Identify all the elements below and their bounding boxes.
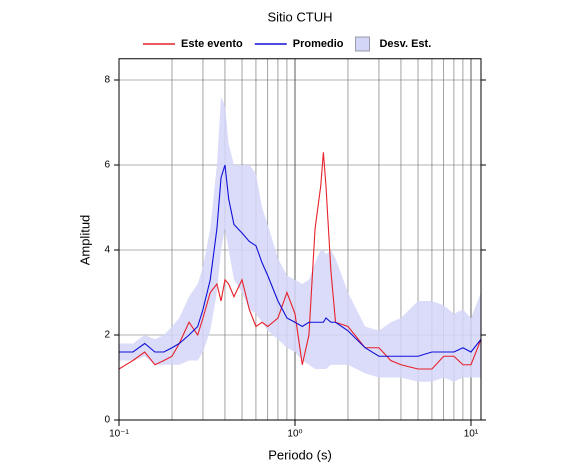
x-tick-label: 10⁻¹	[109, 429, 129, 440]
legend-swatch	[354, 36, 370, 52]
x-tick-label: 10¹	[464, 429, 479, 440]
series-line	[119, 164, 482, 357]
x-axis-label: Periodo (s)	[268, 447, 332, 462]
std-band	[119, 97, 481, 382]
y-axis-label: Amplitud	[77, 215, 92, 266]
y-tick-label: 4	[104, 245, 110, 256]
series-line	[118, 152, 482, 370]
chart-title: Sitio CTUH	[267, 9, 332, 24]
y-tick-label: 2	[104, 330, 110, 341]
legend-label: Promedio	[293, 38, 344, 50]
legend-label: Este evento	[181, 38, 243, 50]
y-tick-label: 6	[104, 160, 110, 171]
plot-frame	[118, 58, 482, 421]
legend-label: Desv. Est.	[379, 38, 431, 50]
y-tick-label: 0	[104, 415, 110, 426]
x-tick-label: 10⁰	[287, 429, 302, 440]
y-tick-label: 8	[104, 75, 110, 86]
